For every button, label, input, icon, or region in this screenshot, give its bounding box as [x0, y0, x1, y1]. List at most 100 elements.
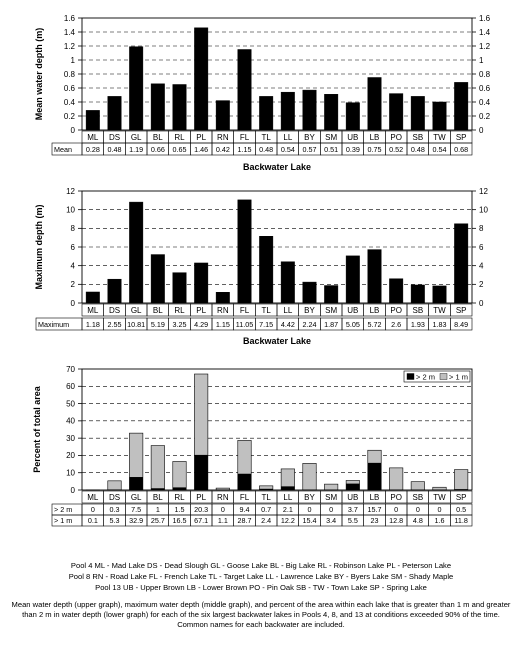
table-value: 5.72	[368, 320, 382, 329]
x-tick-label: ML	[87, 133, 99, 142]
x-tick-label: GL	[131, 133, 142, 142]
table-value: 8.49	[454, 320, 468, 329]
x-tick-label: PL	[196, 493, 206, 502]
x-tick-label: FL	[240, 133, 250, 142]
table-value: 1.1	[218, 516, 228, 525]
bar	[389, 93, 404, 131]
y-tick-label: 10	[66, 469, 75, 478]
table-value: 0	[438, 505, 442, 514]
table-value: 5.19	[151, 320, 165, 329]
x-tick-label: RN	[217, 493, 229, 502]
x-tick-label: RN	[217, 133, 229, 142]
bar	[410, 284, 425, 304]
x-tick-label: LB	[370, 133, 380, 142]
bar	[454, 223, 469, 304]
x-tick-label: BL	[153, 306, 163, 315]
table-value: 1.18	[86, 320, 100, 329]
legend-label-gt1m: > 1 m	[449, 373, 468, 382]
table-value: 0.66	[151, 145, 165, 154]
table-value: 0	[91, 505, 95, 514]
bar	[389, 278, 404, 304]
bar	[280, 261, 295, 304]
bar-gt1m	[107, 480, 122, 491]
table-value: 0	[308, 505, 312, 514]
legend-swatch-gt2m	[406, 373, 415, 380]
y-tick-label-right: 0.2	[479, 112, 491, 121]
table-value: 9.4	[240, 505, 250, 514]
x-tick-label: UB	[347, 306, 358, 315]
table-value: 11.05	[236, 320, 253, 329]
table-value: 0.48	[411, 145, 425, 154]
x-tick-label: FL	[240, 306, 250, 315]
table-value: 1	[156, 505, 160, 514]
y-tick-label-right: 0.4	[479, 98, 491, 107]
x-tick-label: RN	[217, 306, 229, 315]
table-value: 5.5	[348, 516, 358, 525]
table-value: 0.28	[86, 145, 100, 154]
table-value: 1.87	[324, 320, 338, 329]
table-value: 1.15	[216, 320, 230, 329]
x-tick-label: PO	[390, 133, 402, 142]
legend-swatch-gt1m	[439, 373, 448, 380]
x-tick-label: GL	[131, 493, 142, 502]
x-tick-label: RL	[174, 133, 185, 142]
table-value: 5.3	[110, 516, 120, 525]
plot-frame	[81, 368, 473, 491]
x-tick-label: TW	[433, 133, 446, 142]
table-value: 4.29	[194, 320, 208, 329]
mean-depth-chart: 0 0 0.2 0.2 0.4 0.4 0.6 0.6 0.8 0.8 1 1 1.2 1.2 1.4 1.4…	[34, 14, 491, 172]
y-tick-label: 12	[66, 187, 75, 196]
x-tick-label: DS	[109, 133, 120, 142]
table-value: 0.5	[456, 505, 466, 514]
bar	[367, 77, 382, 131]
table-row-label: Maximum	[38, 320, 69, 329]
table-value: 0.75	[368, 145, 382, 154]
bar-gt2m	[346, 483, 360, 490]
table-value: 1.19	[129, 145, 143, 154]
table-cell	[450, 142, 473, 156]
y-tick-label-right: 10	[479, 205, 488, 214]
y-axis-label: Percent of total area	[32, 385, 42, 473]
bar	[215, 292, 230, 304]
y-tick-label: 0.6	[64, 84, 76, 93]
bar-gt2m	[194, 454, 208, 490]
y-tick-label: 0	[71, 126, 76, 135]
x-tick-label: ML	[87, 493, 99, 502]
table-value: 12.2	[281, 516, 295, 525]
y-tick-label-right: 1.2	[479, 42, 491, 51]
plot-frame	[81, 190, 473, 304]
table-value: 2.4	[261, 516, 271, 525]
table-value: 0	[221, 505, 225, 514]
x-tick-label: SB	[412, 493, 423, 502]
x-tick-label: LB	[370, 306, 380, 315]
x-tick-label: RL	[174, 306, 185, 315]
table-value: 10.81	[127, 320, 145, 329]
table-value: 20.3	[194, 505, 208, 514]
x-tick-label: LL	[283, 493, 292, 502]
bar	[259, 236, 274, 304]
table-value: 5.05	[346, 320, 360, 329]
bar	[215, 100, 230, 131]
category-cell	[450, 490, 473, 504]
bar-gt1m	[150, 445, 165, 491]
x-tick-label: SM	[325, 133, 337, 142]
bar	[345, 255, 360, 304]
table-value: 0.57	[303, 145, 317, 154]
table-value: 2.24	[303, 320, 317, 329]
bar	[345, 102, 360, 131]
y-tick-label: 2	[71, 280, 76, 289]
bar	[85, 291, 100, 304]
table-value: 0.52	[389, 145, 403, 154]
table-value: 0.3	[110, 505, 120, 514]
bar	[107, 96, 122, 131]
x-tick-label: BY	[304, 493, 315, 502]
bar	[324, 285, 339, 304]
x-tick-label: LL	[283, 133, 292, 142]
table-row-label: > 1 m	[54, 516, 72, 525]
x-tick-label: PO	[390, 493, 402, 502]
table-row-label: > 2 m	[54, 505, 72, 514]
lake-name-legend: Pool 4 ML - Mad Lake DS - Dead Slough GL…	[0, 560, 522, 593]
y-tick-label-right: 0	[479, 299, 484, 308]
x-axis-label: Backwater Lake	[243, 336, 311, 346]
